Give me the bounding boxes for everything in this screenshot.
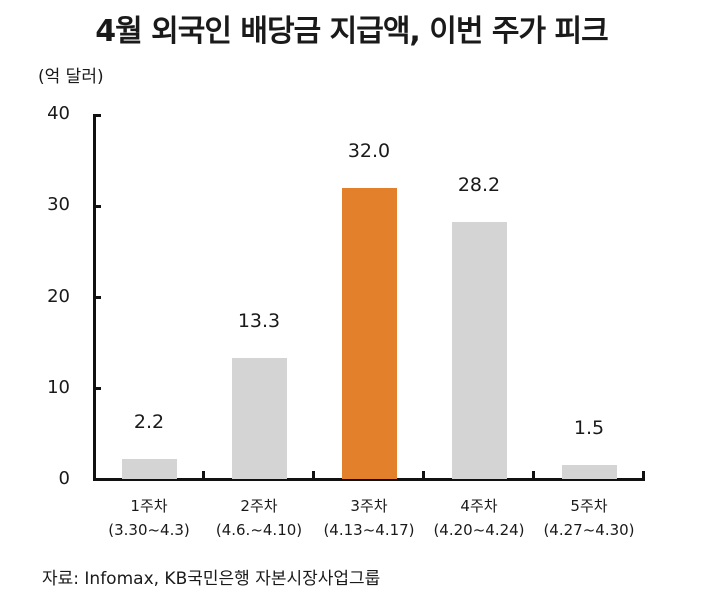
x-axis-line	[93, 478, 645, 481]
x-category-label: 1주차 (3.30~4.3)	[108, 497, 190, 539]
y-tick-mark	[93, 205, 101, 208]
y-axis-unit-label: (억 달러)	[38, 67, 104, 87]
x-tick-mark	[312, 471, 315, 479]
bar	[561, 465, 617, 479]
x-category-label: 4주차 (4.20~4.24)	[433, 497, 525, 539]
source-note: 자료: Infomax, KB국민은행 자본시장사업그룹	[42, 569, 381, 589]
x-category-label: 3주차 (4.13~4.17)	[323, 497, 415, 539]
y-tick-label: 30	[47, 194, 70, 215]
bar-value-label: 1.5	[573, 417, 605, 440]
chart-title: 4월 외국인 배당금 지급액, 이번 주가 피크	[95, 14, 609, 49]
y-tick-mark	[93, 387, 101, 390]
x-tick-mark	[422, 471, 425, 479]
bar-value-label: 2.2	[133, 410, 165, 433]
y-tick-label: 20	[47, 286, 70, 307]
x-tick-mark	[202, 471, 205, 479]
x-category-label: 2주차 (4.6.~4.10)	[215, 497, 303, 539]
bar-value-label: 28.2	[457, 174, 501, 197]
bar-value-label: 13.3	[237, 309, 281, 332]
bar	[231, 357, 287, 479]
x-tick-mark	[642, 471, 645, 479]
bar	[341, 187, 397, 479]
x-tick-mark	[532, 471, 535, 479]
y-tick-label: 40	[47, 103, 70, 124]
x-category-label: 5주차 (4.27~4.30)	[543, 497, 635, 539]
bar-value-label: 32.0	[347, 139, 391, 162]
y-tick-mark	[93, 114, 101, 117]
y-tick-mark	[93, 296, 101, 299]
bar	[121, 458, 177, 479]
y-tick-label: 10	[47, 377, 70, 398]
y-tick-label: 0	[58, 468, 70, 489]
bar	[451, 222, 507, 479]
